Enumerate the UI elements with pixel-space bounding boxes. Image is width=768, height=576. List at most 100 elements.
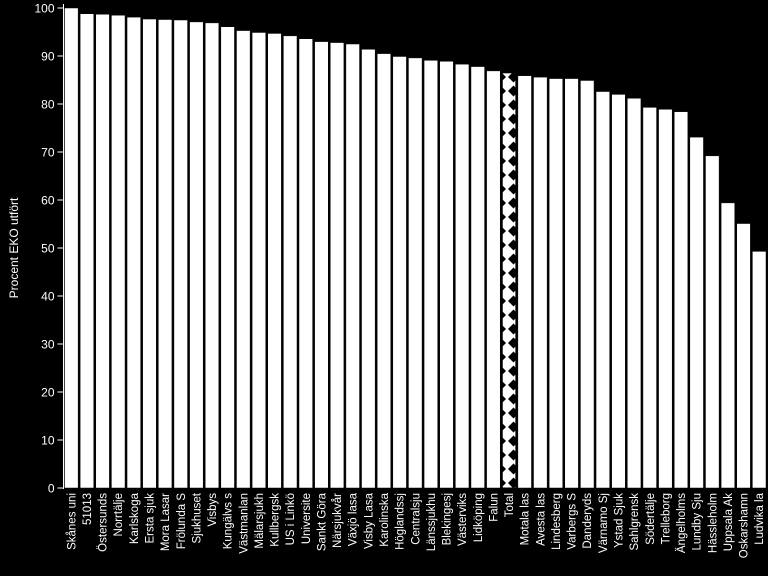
bar xyxy=(658,109,673,489)
bar xyxy=(470,66,485,489)
x-tick-label: Karlskoga xyxy=(129,492,141,544)
bar xyxy=(642,107,657,489)
bar xyxy=(486,70,501,489)
x-tick-label: Sahlgrensk xyxy=(629,493,641,551)
x-tick-label: Avesta las xyxy=(535,493,547,546)
x-tick-labels: Skånes uni 51013 Östersunds Norrtälje Karlsk… xyxy=(66,492,766,558)
x-tick-label: Mälarsjukh xyxy=(254,493,266,549)
y-tick-label: 100 xyxy=(34,2,54,16)
bar xyxy=(611,94,626,489)
bar xyxy=(158,19,173,489)
x-tick-label: Länssjukhu xyxy=(426,493,438,551)
bar xyxy=(345,43,360,489)
x-tick-label: Uppsala Ak xyxy=(723,493,735,551)
bar xyxy=(79,13,95,489)
bar xyxy=(64,7,79,489)
bar xyxy=(283,35,298,489)
bar xyxy=(376,53,392,489)
bar xyxy=(142,18,157,489)
x-tick-label: Höglandssj xyxy=(395,493,407,550)
y-tick-label: 80 xyxy=(41,98,55,112)
x-tick-label: US i Linkö xyxy=(285,493,297,545)
bar xyxy=(564,78,579,489)
x-tick-label: Blekingesj xyxy=(442,493,454,545)
x-tick-label: Östersunds xyxy=(98,493,110,552)
x-tick-label: Hässleholm xyxy=(707,493,719,553)
x-tick-label: Oskarshamn xyxy=(739,493,751,558)
x-tick-label: Mora Lasar xyxy=(160,493,172,551)
y-tick-label: 70 xyxy=(41,146,55,160)
bar xyxy=(314,41,329,489)
x-tick-label: Ystad Sjuk xyxy=(614,493,626,548)
y-tick-label: 90 xyxy=(41,50,55,64)
bar xyxy=(204,22,220,489)
bar xyxy=(517,75,532,489)
x-tick-label: Södertälje xyxy=(645,493,657,545)
x-tick-label: Total xyxy=(504,493,516,517)
x-tick-label: Varbergs S xyxy=(567,493,579,550)
bar xyxy=(423,60,438,489)
bar xyxy=(173,19,188,489)
x-tick-label: 51013 xyxy=(82,493,94,525)
x-tick-label: Universite xyxy=(301,493,313,544)
bar xyxy=(548,78,564,489)
x-tick-label: Visbys xyxy=(207,493,219,527)
x-tick-label: Kullbergsk xyxy=(270,493,282,547)
bar xyxy=(111,14,126,489)
x-tick-label: Värnamo Sj xyxy=(598,493,610,553)
bar xyxy=(236,30,251,489)
x-tick-label: Ludvika la xyxy=(754,492,766,544)
bar xyxy=(533,76,548,489)
x-tick-label: Kungälvs s xyxy=(223,493,235,550)
bar xyxy=(627,97,642,489)
y-tick-label: 0 xyxy=(48,482,55,496)
bar xyxy=(298,38,313,489)
bar-total xyxy=(501,72,517,489)
y-tick-label: 40 xyxy=(41,290,55,304)
x-tick-label: Trelleborg xyxy=(660,493,672,544)
bar xyxy=(439,61,454,489)
x-tick-label: Närsjukvår xyxy=(332,493,344,548)
bars xyxy=(64,7,767,489)
bar xyxy=(408,57,423,489)
y-tick-label: 20 xyxy=(41,386,55,400)
y-tick-label: 30 xyxy=(41,338,55,352)
bar xyxy=(736,223,751,489)
bar xyxy=(752,251,767,489)
bar xyxy=(95,13,110,489)
y-tick-label: 50 xyxy=(41,242,55,256)
x-tick-label: Växjö lasa xyxy=(348,492,360,546)
x-tick-label: Ersta sjuk xyxy=(145,493,157,544)
bar xyxy=(673,111,689,489)
x-tick-label: Motala las xyxy=(520,493,532,546)
bar xyxy=(595,91,610,489)
y-axis-label: Procent EKO utfört xyxy=(7,197,21,298)
bar xyxy=(189,21,204,489)
bar xyxy=(392,56,407,489)
y-tick-label: 60 xyxy=(41,194,55,208)
bar xyxy=(220,26,235,489)
bar xyxy=(251,32,266,489)
x-tick-label: Lindesberg xyxy=(551,493,563,550)
bar xyxy=(580,80,595,489)
bar xyxy=(330,42,345,489)
x-tick-label: Skånes uni xyxy=(66,493,78,550)
x-tick-label: Lundby Sju xyxy=(692,493,704,551)
bar xyxy=(267,33,282,489)
x-tick-label: Visby Lasa xyxy=(363,492,375,549)
y-axis: 0 10 20 30 40 50 60 70 80 90 100 xyxy=(34,2,64,496)
bar xyxy=(455,63,470,489)
x-tick-label: Ängelholms xyxy=(676,493,688,553)
bar xyxy=(689,136,704,489)
x-tick-label: Sankt Göra xyxy=(316,492,328,551)
bar xyxy=(705,155,720,489)
x-tick-label: Frölunda S xyxy=(176,493,188,550)
bar xyxy=(126,16,141,489)
bar xyxy=(361,49,376,489)
y-tick-label: 10 xyxy=(41,434,55,448)
x-tick-label: Västmanlan xyxy=(238,493,250,554)
bar xyxy=(720,202,735,489)
x-tick-label: Lidköping xyxy=(473,493,485,542)
x-tick-label: Karolinska xyxy=(379,492,391,546)
